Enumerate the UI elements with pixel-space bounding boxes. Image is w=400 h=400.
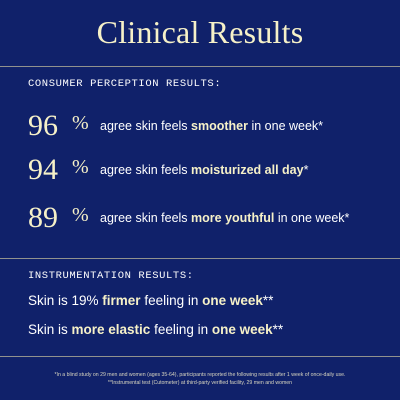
stat-value: 94 xyxy=(28,153,58,186)
footnote-instrumental-test: **Instrumental test (Cutometer) at third… xyxy=(107,380,293,386)
footnote-consumer-study: *In a blind study on 29 men and women (a… xyxy=(54,372,346,378)
instrumentation-section-heading: INSTRUMENTATION RESULTS: xyxy=(28,270,194,282)
page-title: Clinical Results xyxy=(96,14,304,50)
instrumentation-result-firmer: Skin is 19% firmer feeling in one week** xyxy=(28,293,274,308)
percent-sign: % xyxy=(72,112,89,134)
stat-description: agree skin feels more youthful in one we… xyxy=(100,211,350,225)
stat-value: 89 xyxy=(28,201,58,234)
divider-middle xyxy=(0,258,400,259)
stat-description: agree skin feels smoother in one week* xyxy=(100,119,324,133)
stat-row-youthful: 89 % agree skin feels more youthful in o… xyxy=(28,198,388,238)
stat-row-moisturized: 94 % agree skin feels moisturized all da… xyxy=(28,150,388,190)
divider-top xyxy=(0,66,400,67)
consumer-section-heading: CONSUMER PERCEPTION RESULTS: xyxy=(28,78,222,90)
divider-bottom xyxy=(0,356,400,357)
percent-sign: % xyxy=(72,156,89,178)
instrumentation-result-elastic: Skin is more elastic feeling in one week… xyxy=(28,322,284,337)
stat-value: 96 xyxy=(28,109,58,142)
percent-sign: % xyxy=(72,204,89,226)
stat-row-smoother: 96 % agree skin feels smoother in one we… xyxy=(28,106,388,146)
stat-description: agree skin feels moisturized all day* xyxy=(100,163,309,177)
